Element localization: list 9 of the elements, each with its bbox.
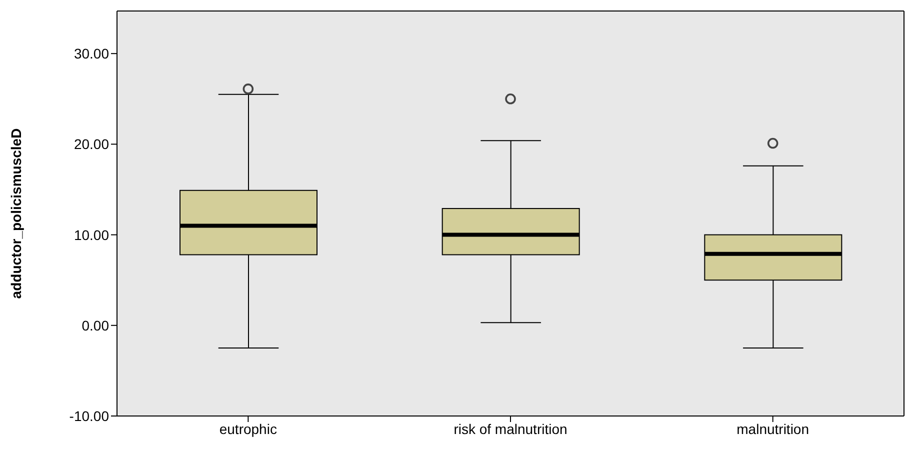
y-axis-title: adductor_policismuscleD	[8, 128, 24, 299]
x-tick-label: eutrophic	[219, 420, 277, 437]
y-tick-label: 30.00	[74, 46, 110, 62]
x-tick-label: malnutrition	[736, 420, 810, 437]
y-tick-label: 20.00	[74, 136, 110, 152]
x-tick-label: risk of malnutrition	[454, 420, 568, 437]
y-tick-label: -10.00	[69, 408, 110, 424]
y-tick-label: 0.00	[82, 317, 110, 334]
y-tick-label: 10.00	[74, 226, 110, 243]
